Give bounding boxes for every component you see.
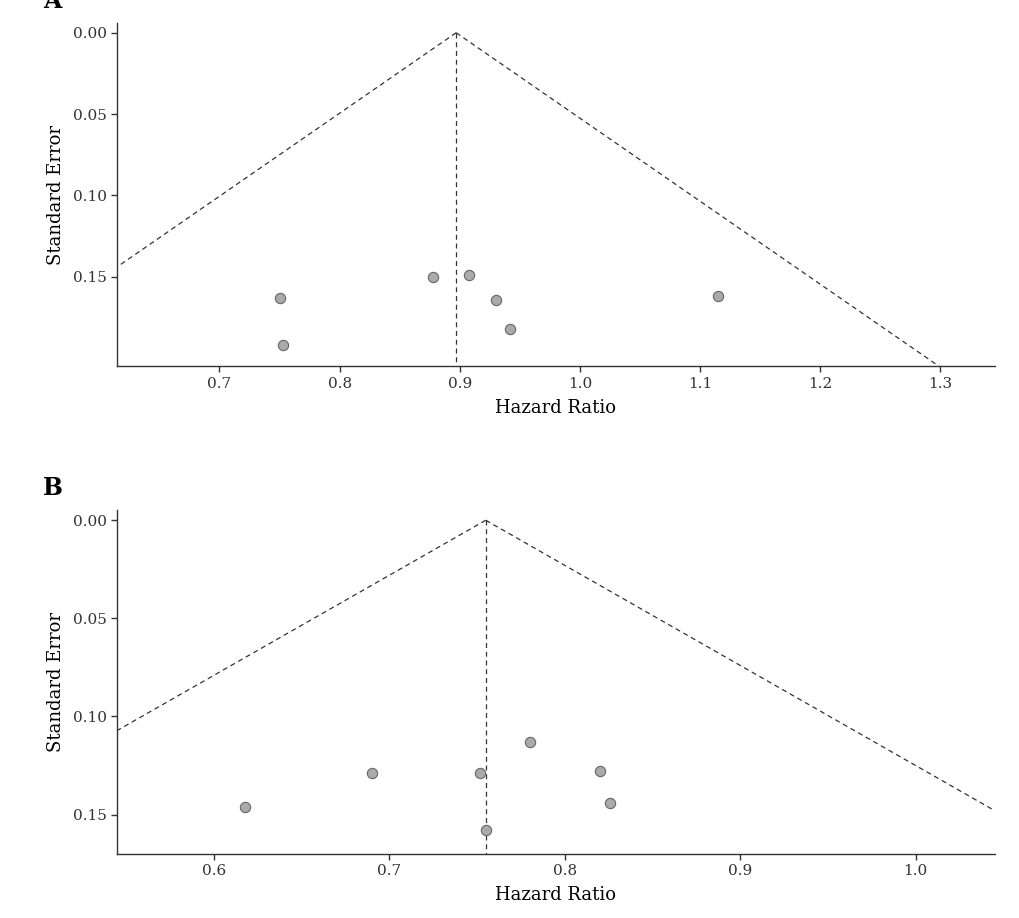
Point: [501, 321, 518, 336]
Point: [271, 291, 287, 306]
Text: B: B: [43, 476, 62, 500]
Point: [487, 292, 503, 307]
Y-axis label: Standard Error: Standard Error: [47, 125, 64, 264]
Point: [275, 338, 291, 353]
Point: [363, 766, 379, 780]
Point: [591, 764, 607, 778]
Text: A: A: [43, 0, 61, 13]
Point: [237, 800, 254, 814]
Point: [472, 766, 488, 780]
Point: [521, 734, 537, 749]
Point: [601, 795, 618, 810]
Point: [425, 269, 441, 284]
Y-axis label: Standard Error: Standard Error: [47, 612, 64, 752]
Point: [709, 289, 726, 304]
Point: [461, 268, 477, 283]
X-axis label: Hazard Ratio: Hazard Ratio: [495, 399, 615, 417]
X-axis label: Hazard Ratio: Hazard Ratio: [495, 887, 615, 904]
Point: [477, 823, 493, 837]
